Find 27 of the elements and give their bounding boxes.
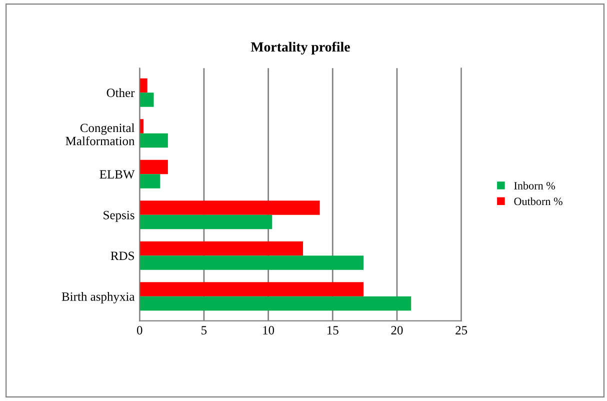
x-tick-label: 5 xyxy=(202,326,207,334)
bar xyxy=(140,256,364,270)
legend-label: Outborn % xyxy=(514,197,562,206)
y-tick-label: Congenital Malformation xyxy=(66,123,135,146)
x-tick-label: 20 xyxy=(391,326,403,334)
bar xyxy=(140,174,160,188)
bar xyxy=(140,160,168,174)
bar xyxy=(140,282,364,296)
legend-label: Inborn % xyxy=(514,182,555,190)
y-tick-label: RDS xyxy=(110,252,134,260)
x-tick-label: 0 xyxy=(136,326,142,334)
x-tick-label: 25 xyxy=(456,326,468,334)
y-tick-label: Birth asphyxia xyxy=(62,292,135,304)
chart-title: Mortality profile xyxy=(250,42,350,54)
bar xyxy=(140,296,412,311)
x-tick-label: 10 xyxy=(263,326,274,334)
bar xyxy=(140,214,272,230)
y-tick-label: ELBW xyxy=(100,170,135,179)
x-tick-label: 15 xyxy=(327,326,338,334)
bar xyxy=(140,92,154,107)
bar xyxy=(140,133,168,148)
y-tick-label: Sepsis xyxy=(104,210,134,222)
bar xyxy=(140,78,148,93)
bar xyxy=(140,241,304,256)
bar xyxy=(140,200,320,215)
bar xyxy=(140,119,144,134)
y-tick-label: Other xyxy=(106,88,135,98)
